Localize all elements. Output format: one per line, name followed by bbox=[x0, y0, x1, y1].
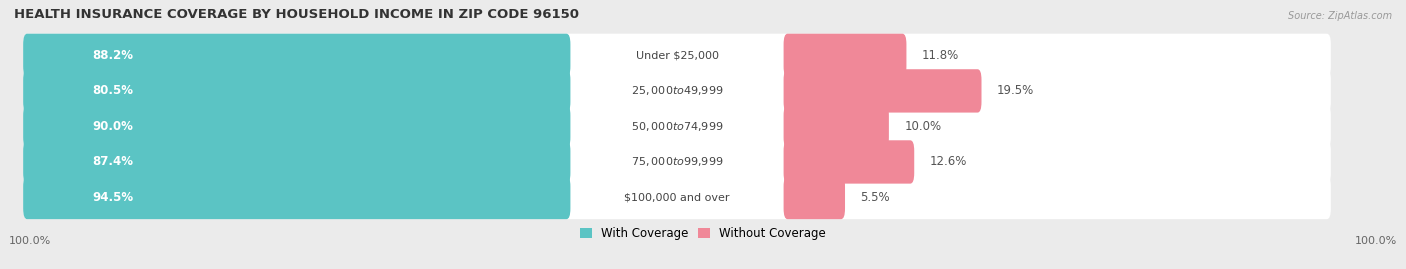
FancyBboxPatch shape bbox=[22, 69, 571, 112]
Text: 90.0%: 90.0% bbox=[91, 120, 134, 133]
Text: 88.2%: 88.2% bbox=[91, 49, 134, 62]
FancyBboxPatch shape bbox=[22, 34, 1331, 77]
Text: $100,000 and over: $100,000 and over bbox=[624, 193, 730, 203]
FancyBboxPatch shape bbox=[22, 140, 571, 184]
FancyBboxPatch shape bbox=[22, 34, 571, 77]
Text: 5.5%: 5.5% bbox=[860, 191, 890, 204]
Text: 19.5%: 19.5% bbox=[997, 84, 1035, 97]
Text: Source: ZipAtlas.com: Source: ZipAtlas.com bbox=[1288, 11, 1392, 21]
FancyBboxPatch shape bbox=[22, 176, 1331, 219]
FancyBboxPatch shape bbox=[783, 140, 914, 184]
FancyBboxPatch shape bbox=[22, 176, 571, 219]
FancyBboxPatch shape bbox=[22, 69, 1331, 112]
Text: 11.8%: 11.8% bbox=[922, 49, 959, 62]
Text: 100.0%: 100.0% bbox=[8, 236, 51, 246]
FancyBboxPatch shape bbox=[22, 140, 1331, 184]
Text: $25,000 to $49,999: $25,000 to $49,999 bbox=[631, 84, 723, 97]
Text: 10.0%: 10.0% bbox=[904, 120, 942, 133]
Text: Under $25,000: Under $25,000 bbox=[636, 50, 718, 60]
Text: 87.4%: 87.4% bbox=[91, 155, 134, 168]
FancyBboxPatch shape bbox=[783, 69, 981, 112]
Legend: With Coverage, Without Coverage: With Coverage, Without Coverage bbox=[575, 222, 831, 245]
Text: $75,000 to $99,999: $75,000 to $99,999 bbox=[631, 155, 723, 168]
Text: 80.5%: 80.5% bbox=[91, 84, 134, 97]
FancyBboxPatch shape bbox=[783, 34, 907, 77]
FancyBboxPatch shape bbox=[783, 176, 845, 219]
FancyBboxPatch shape bbox=[22, 105, 571, 148]
Text: $50,000 to $74,999: $50,000 to $74,999 bbox=[631, 120, 723, 133]
Text: 12.6%: 12.6% bbox=[929, 155, 967, 168]
FancyBboxPatch shape bbox=[783, 105, 889, 148]
Text: HEALTH INSURANCE COVERAGE BY HOUSEHOLD INCOME IN ZIP CODE 96150: HEALTH INSURANCE COVERAGE BY HOUSEHOLD I… bbox=[14, 8, 579, 21]
FancyBboxPatch shape bbox=[22, 105, 1331, 148]
Text: 100.0%: 100.0% bbox=[1355, 236, 1398, 246]
Text: 94.5%: 94.5% bbox=[91, 191, 134, 204]
